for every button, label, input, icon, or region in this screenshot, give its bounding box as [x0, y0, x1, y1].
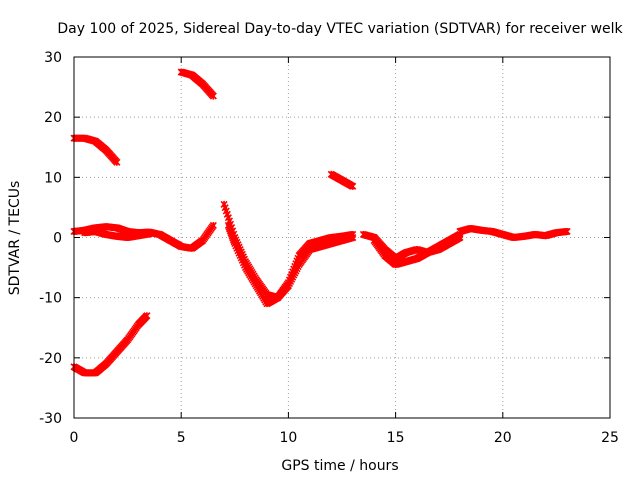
y-tick-label: 10	[44, 170, 62, 186]
tick-layer: 0 5 10 15 20 25 -30 -20 -10 0 10 20 30	[39, 50, 619, 446]
series-arc-evening	[456, 224, 571, 242]
data-point	[209, 221, 217, 230]
x-tick-label: 10	[279, 430, 297, 446]
series-arc-bottom-left	[70, 312, 151, 377]
series-arc-short-mid	[327, 170, 357, 190]
y-tick-label: 30	[44, 50, 62, 66]
data-point	[145, 230, 153, 238]
data-point	[349, 233, 357, 242]
y-tick-label: 0	[53, 231, 62, 247]
data-point	[209, 92, 217, 100]
y-tick-label: -30	[39, 411, 62, 427]
y-tick-label: 20	[44, 110, 62, 126]
data-point	[563, 227, 571, 236]
y-tick-label: -20	[39, 351, 62, 367]
x-tick-label: 25	[601, 430, 619, 446]
data-point	[113, 158, 121, 166]
x-tick-label: 20	[494, 430, 512, 446]
x-tick-label: 5	[177, 430, 186, 446]
series-arc-main-morning-lower	[81, 227, 153, 242]
data-point	[143, 312, 151, 320]
y-tick-label: -10	[39, 291, 62, 307]
series-arc-afternoon-lower	[370, 230, 464, 269]
series-arc-top	[177, 68, 217, 100]
series-arc-dip-inner	[224, 221, 357, 308]
data-layer	[70, 68, 571, 377]
x-axis-label: GPS time / hours	[281, 458, 398, 474]
x-tick-label: 0	[70, 430, 79, 446]
x-tick-label: 15	[387, 430, 405, 446]
y-axis-label: SDTVAR / TECUs	[7, 181, 23, 296]
series-arc-upper-left	[70, 134, 121, 166]
chart-title: Day 100 of 2025, Sidereal Day-to-day VTE…	[57, 21, 623, 37]
data-point	[349, 182, 357, 190]
